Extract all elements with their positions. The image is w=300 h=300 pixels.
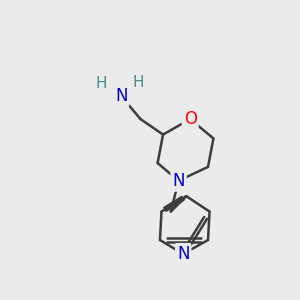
Text: H: H [133,75,144,90]
Text: N: N [172,172,185,190]
Text: O: O [184,110,197,128]
Text: N: N [115,87,128,105]
Text: H: H [95,76,107,91]
Text: N: N [177,245,190,263]
